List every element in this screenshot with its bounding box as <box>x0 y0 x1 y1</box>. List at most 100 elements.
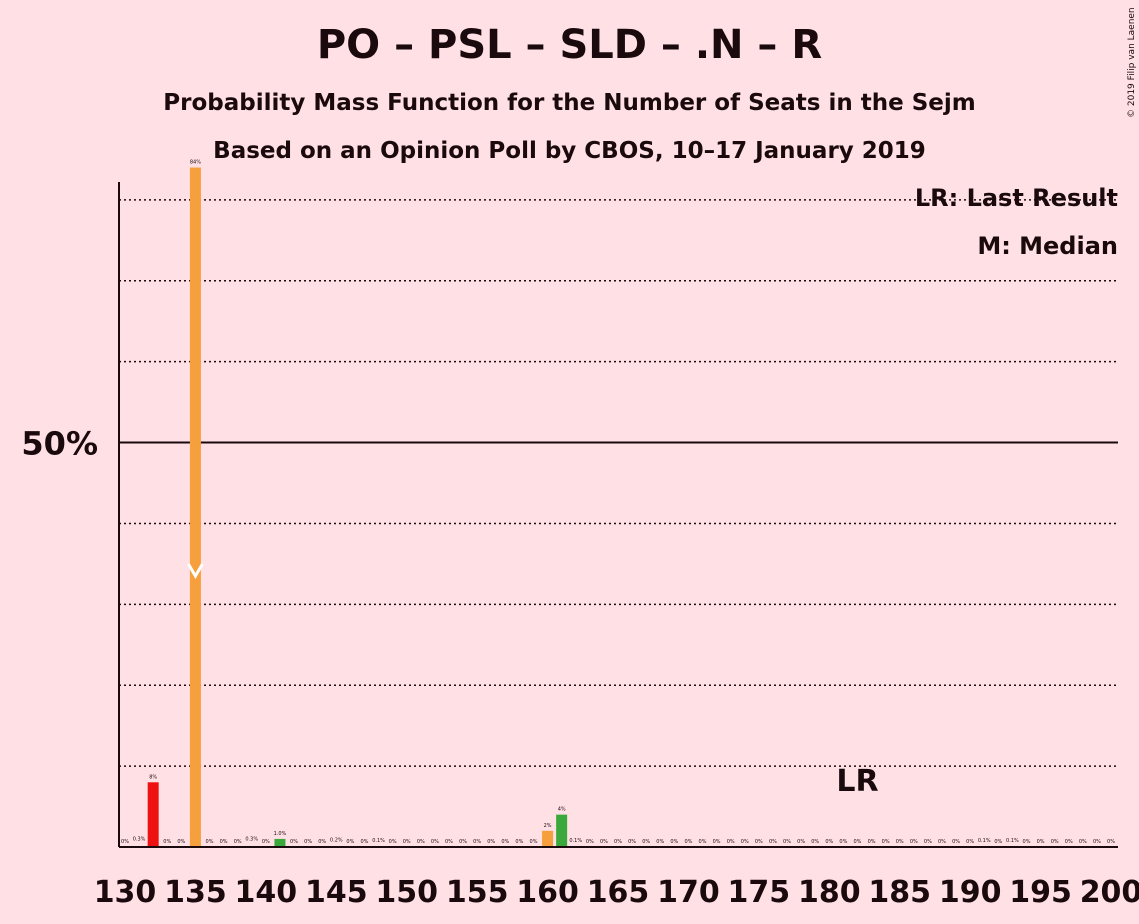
bar-label-133: 0% <box>163 839 171 845</box>
bar-161 <box>556 814 568 847</box>
bar-label-195: 0% <box>1037 839 1045 845</box>
bar-label-163: 0% <box>586 839 594 845</box>
bar-label-148: 0.1% <box>372 838 385 844</box>
bar-label-130: 0% <box>121 839 129 845</box>
bar-label-162: 0.1% <box>569 838 582 844</box>
bar-label-189: 0% <box>952 839 960 845</box>
bar-135 <box>189 167 201 848</box>
bar-label-183: 0% <box>868 839 876 845</box>
bar-label-160: 2% <box>544 823 552 829</box>
bar-label-168: 0% <box>656 839 664 845</box>
bar-label-190: 0% <box>966 839 974 845</box>
bar-label-153: 0% <box>445 839 453 845</box>
bar-label-143: 0% <box>304 839 312 845</box>
bar-label-181: 0% <box>839 839 847 845</box>
bar-label-192: 0% <box>994 839 1002 845</box>
bar-label-161: 4% <box>558 807 566 813</box>
bar-label-155: 0% <box>473 839 481 845</box>
bar-label-193: 0.1% <box>1006 838 1019 844</box>
bar-label-141: 1.0% <box>274 831 287 837</box>
bar-label-131: 0.3% <box>133 837 146 843</box>
bar-label-174: 0% <box>741 839 749 845</box>
bar-label-156: 0% <box>487 839 495 845</box>
bar-label-176: 0% <box>769 839 777 845</box>
x-tick-label-180: 180 <box>798 875 861 910</box>
bar-label-154: 0% <box>459 839 467 845</box>
bar-label-198: 0% <box>1079 839 1087 845</box>
bar-label-196: 0% <box>1051 839 1059 845</box>
chart-title: PO – PSL – SLD – .N – R <box>316 22 823 68</box>
bar-label-180: 0% <box>825 839 833 845</box>
bar-label-164: 0% <box>600 839 608 845</box>
bar-label-145: 0.2% <box>330 837 343 843</box>
bar-label-172: 0% <box>713 839 721 845</box>
bar-label-158: 0% <box>515 839 523 845</box>
bar-label-182: 0% <box>853 839 861 845</box>
bar-label-171: 0% <box>699 839 707 845</box>
bar-label-179: 0% <box>811 839 819 845</box>
x-tick-label-195: 195 <box>1009 875 1072 910</box>
bar-label-140: 0% <box>262 839 270 845</box>
bar-label-132: 8% <box>149 774 157 780</box>
bar-label-157: 0% <box>501 839 509 845</box>
bar-label-175: 0% <box>755 839 763 845</box>
bar-label-184: 0% <box>882 839 890 845</box>
bar-label-165: 0% <box>614 839 622 845</box>
chart-subtitle: Probability Mass Function for the Number… <box>163 90 976 116</box>
x-tick-label-165: 165 <box>587 875 650 910</box>
bar-label-170: 0% <box>684 839 692 845</box>
bar-label-137: 0% <box>220 839 228 845</box>
x-tick-label-150: 150 <box>375 875 438 910</box>
bar-label-188: 0% <box>938 839 946 845</box>
bar-label-187: 0% <box>924 839 932 845</box>
x-tick-label-140: 140 <box>235 875 298 910</box>
bar-label-146: 0% <box>346 839 354 845</box>
bar-label-159: 0% <box>530 839 538 845</box>
bar-label-194: 0% <box>1023 839 1031 845</box>
bar-label-166: 0% <box>628 839 636 845</box>
legend-median: M: Median <box>977 232 1118 260</box>
bar-label-134: 0% <box>177 839 185 845</box>
bar-label-151: 0% <box>417 839 425 845</box>
median-marker <box>187 563 204 579</box>
x-tick-label-190: 190 <box>939 875 1002 910</box>
bar-label-138: 0% <box>234 839 242 845</box>
bar-label-150: 0% <box>403 839 411 845</box>
bar-132 <box>147 782 159 847</box>
bar-label-149: 0% <box>389 839 397 845</box>
x-tick-label-145: 145 <box>305 875 368 910</box>
x-tick-label-130: 130 <box>94 875 157 910</box>
bar-label-144: 0% <box>318 839 326 845</box>
chart-source-line: Based on an Opinion Poll by CBOS, 10–17 … <box>213 138 926 164</box>
bar-label-186: 0% <box>910 839 918 845</box>
x-tick-label-160: 160 <box>516 875 579 910</box>
bar-label-197: 0% <box>1065 839 1073 845</box>
bar-label-147: 0% <box>360 839 368 845</box>
bar-141 <box>274 838 286 847</box>
x-tick-label-185: 185 <box>868 875 931 910</box>
bar-label-169: 0% <box>670 839 678 845</box>
x-tick-label-200: 200 <box>1080 875 1139 910</box>
y-tick-label: 50% <box>21 425 98 463</box>
last-result-marker: LR <box>836 764 878 799</box>
bar-label-200: 0% <box>1107 839 1115 845</box>
bar-label-191: 0.1% <box>978 838 991 844</box>
x-tick-label-170: 170 <box>657 875 720 910</box>
bar-label-178: 0% <box>797 839 805 845</box>
x-tick-label-175: 175 <box>728 875 791 910</box>
bar-label-167: 0% <box>642 839 650 845</box>
legend-last-result: LR: Last Result <box>914 184 1118 212</box>
x-tick-label-135: 135 <box>164 875 227 910</box>
bar-label-136: 0% <box>206 839 214 845</box>
bar-label-199: 0% <box>1093 839 1101 845</box>
bar-label-142: 0% <box>290 839 298 845</box>
bar-label-152: 0% <box>431 839 439 845</box>
bar-label-185: 0% <box>896 839 904 845</box>
bar-label-135: 84% <box>190 160 201 166</box>
bar-160 <box>542 830 554 847</box>
bar-label-173: 0% <box>727 839 735 845</box>
x-tick-label-155: 155 <box>446 875 509 910</box>
bar-label-177: 0% <box>783 839 791 845</box>
bar-label-139: 0.3% <box>245 837 258 843</box>
